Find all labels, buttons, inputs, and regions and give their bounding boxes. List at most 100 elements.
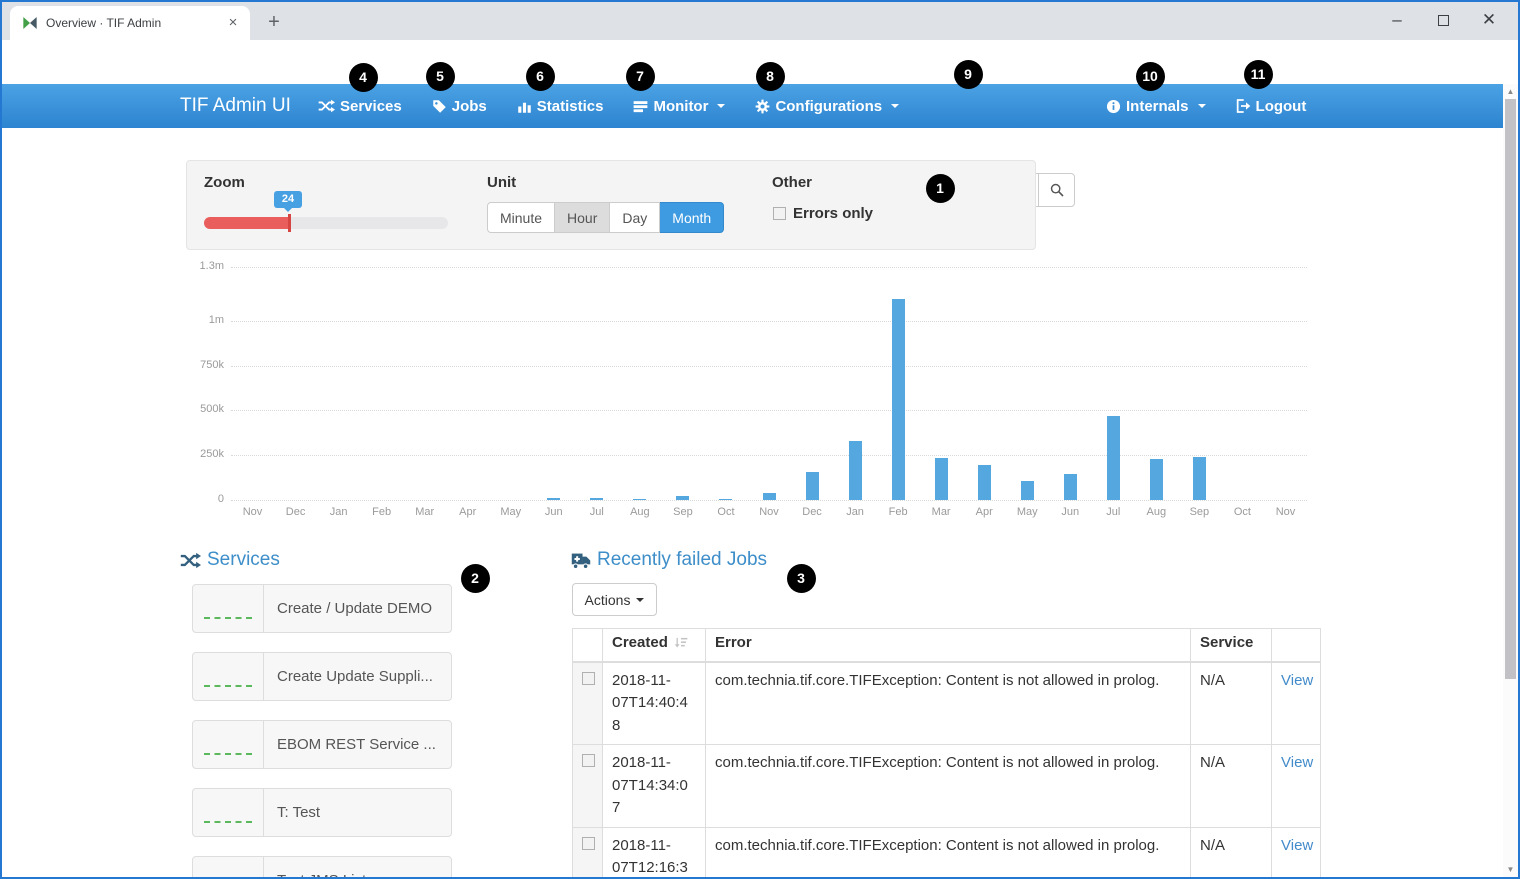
nav-services[interactable]: Services bbox=[318, 84, 402, 128]
unit-button-month[interactable]: Month bbox=[660, 202, 725, 233]
new-tab-button[interactable]: + bbox=[268, 11, 280, 33]
nav-logout[interactable]: Logout bbox=[1235, 84, 1306, 128]
chart-bar-apr-17[interactable] bbox=[977, 465, 991, 500]
x-axis-label: Oct bbox=[717, 506, 735, 518]
minimize-button[interactable]: – bbox=[1392, 10, 1402, 29]
created-cell: 2018-11-07T14:34:07 bbox=[602, 744, 706, 828]
zoom-slider-tooltip: 24 bbox=[274, 191, 302, 212]
x-axis-label: Jul bbox=[589, 506, 604, 518]
chart-bar-aug-9[interactable] bbox=[633, 498, 647, 500]
view-link[interactable]: View bbox=[1281, 754, 1314, 771]
service-sparkline bbox=[193, 721, 264, 768]
x-axis-label: Apr bbox=[459, 506, 477, 518]
gridline-500k bbox=[231, 410, 1307, 412]
nav-configurations[interactable]: Configurations bbox=[755, 84, 900, 128]
service-card[interactable]: Create / Update DEMO bbox=[192, 584, 452, 633]
gridline-1m bbox=[231, 320, 1307, 322]
service-cell: N/A bbox=[1190, 744, 1272, 828]
chart-bar-feb-15[interactable] bbox=[891, 299, 905, 500]
view-cell: View bbox=[1271, 826, 1321, 879]
gear-icon bbox=[755, 99, 770, 114]
chart-bar-jun-7[interactable] bbox=[547, 498, 561, 500]
column-header-Created[interactable]: Created bbox=[602, 628, 706, 663]
x-axis-label: Aug bbox=[1146, 506, 1167, 518]
service-sparkline bbox=[193, 789, 264, 836]
chart-bar-aug-21[interactable] bbox=[1149, 459, 1163, 500]
tab-close-icon[interactable]: × bbox=[228, 14, 238, 31]
unit-button-day[interactable]: Day bbox=[610, 202, 661, 233]
service-name: Create Update Suppli... bbox=[277, 668, 433, 685]
chart-bar-jul-20[interactable] bbox=[1106, 415, 1120, 500]
x-axis-label: Nov bbox=[759, 506, 779, 518]
nav-label: Jobs bbox=[451, 97, 487, 115]
row-checkbox[interactable] bbox=[582, 671, 595, 685]
chart-bar-jan-14[interactable] bbox=[848, 440, 862, 500]
errors-only-checkbox[interactable] bbox=[773, 207, 786, 220]
x-axis-label: Sep bbox=[673, 506, 693, 518]
x-axis-label: Jun bbox=[1061, 506, 1080, 518]
service-cell: N/A bbox=[1190, 826, 1272, 879]
browser-tab[interactable]: Overview · TIF Admin × bbox=[10, 6, 250, 40]
service-card[interactable]: T: Test bbox=[192, 788, 452, 837]
sort-icon[interactable] bbox=[674, 636, 688, 650]
search-button[interactable] bbox=[1038, 173, 1075, 207]
annotation-badge-4: 4 bbox=[348, 62, 378, 92]
annotation-badge-1: 1 bbox=[925, 173, 955, 203]
row-checkbox-cell bbox=[572, 744, 603, 828]
scrollbar-thumb[interactable] bbox=[1505, 99, 1516, 679]
unit-button-minute[interactable]: Minute bbox=[487, 202, 556, 233]
tag-icon bbox=[432, 99, 447, 114]
page-scrollbar[interactable]: ▲ ▼ bbox=[1503, 84, 1518, 877]
chart-bar-mar-16[interactable] bbox=[934, 458, 948, 500]
maximize-button[interactable] bbox=[1420, 0, 1466, 40]
nav-monitor[interactable]: Monitor bbox=[633, 84, 726, 128]
close-button[interactable]: ✕ bbox=[1481, 10, 1497, 29]
chart-bar-jul-8[interactable] bbox=[590, 498, 604, 500]
view-link[interactable]: View bbox=[1281, 836, 1314, 854]
annotation-badge-11: 11 bbox=[1243, 59, 1273, 89]
actions-button[interactable]: Actions bbox=[572, 583, 657, 616]
table-row: 2018-11-07T12:16:30com.technia.tif.core.… bbox=[572, 826, 1321, 879]
service-card[interactable]: Create Update Suppli... bbox=[192, 652, 452, 701]
view-cell: View bbox=[1271, 661, 1321, 745]
service-card[interactable]: EBOM REST Service ... bbox=[192, 720, 452, 769]
chart-bar-nov-12[interactable] bbox=[762, 492, 776, 500]
scroll-up-icon[interactable]: ▲ bbox=[1506, 87, 1515, 96]
chevron-down-icon bbox=[636, 597, 645, 602]
row-checkbox[interactable] bbox=[582, 836, 595, 850]
zoom-slider[interactable]: 24 bbox=[204, 191, 448, 232]
chart-bar-jun-19[interactable] bbox=[1063, 474, 1077, 500]
chart-bar-sep-22[interactable] bbox=[1192, 456, 1206, 500]
app-brand[interactable]: TIF Admin UI bbox=[180, 95, 291, 116]
search-icon bbox=[1049, 182, 1065, 198]
nav-internals[interactable]: Internals bbox=[1106, 84, 1206, 128]
row-checkbox[interactable] bbox=[582, 754, 595, 767]
unit-label: Unit bbox=[487, 174, 517, 191]
view-link[interactable]: View bbox=[1281, 671, 1314, 689]
x-axis-label: May bbox=[500, 506, 522, 518]
x-axis-label: Dec bbox=[285, 506, 306, 518]
service-sparkline bbox=[193, 653, 264, 700]
unit-button-hour[interactable]: Hour bbox=[555, 202, 611, 233]
chart-bar-sep-10[interactable] bbox=[676, 496, 690, 500]
errors-only-option[interactable]: Errors only bbox=[773, 205, 873, 222]
nav-statistics[interactable]: Statistics bbox=[517, 84, 603, 128]
chart-bar-may-18[interactable] bbox=[1020, 481, 1034, 500]
scroll-down-icon[interactable]: ▼ bbox=[1506, 865, 1515, 874]
zoom-slider-handle[interactable] bbox=[288, 214, 291, 232]
services-header: Services bbox=[180, 549, 280, 571]
sparkline-dashed-line bbox=[204, 685, 252, 687]
chart-bar-dec-13[interactable] bbox=[805, 472, 819, 500]
actions-button-label: Actions bbox=[584, 591, 631, 608]
chart-bar-oct-11[interactable] bbox=[719, 498, 733, 500]
x-axis-label: Jan bbox=[329, 506, 348, 518]
nav-jobs[interactable]: Jobs bbox=[432, 84, 487, 128]
annotation-badge-6: 6 bbox=[525, 61, 555, 91]
service-card[interactable]: Test JMS Listener bbox=[192, 856, 452, 879]
annotation-badge-7: 7 bbox=[625, 61, 655, 91]
zoom-slider-fill bbox=[204, 217, 290, 229]
x-axis-label: Sep bbox=[1189, 506, 1210, 518]
x-axis-label: Feb bbox=[888, 506, 908, 518]
error-cell: com.technia.tif.core.TIFException: Conte… bbox=[705, 826, 1191, 879]
